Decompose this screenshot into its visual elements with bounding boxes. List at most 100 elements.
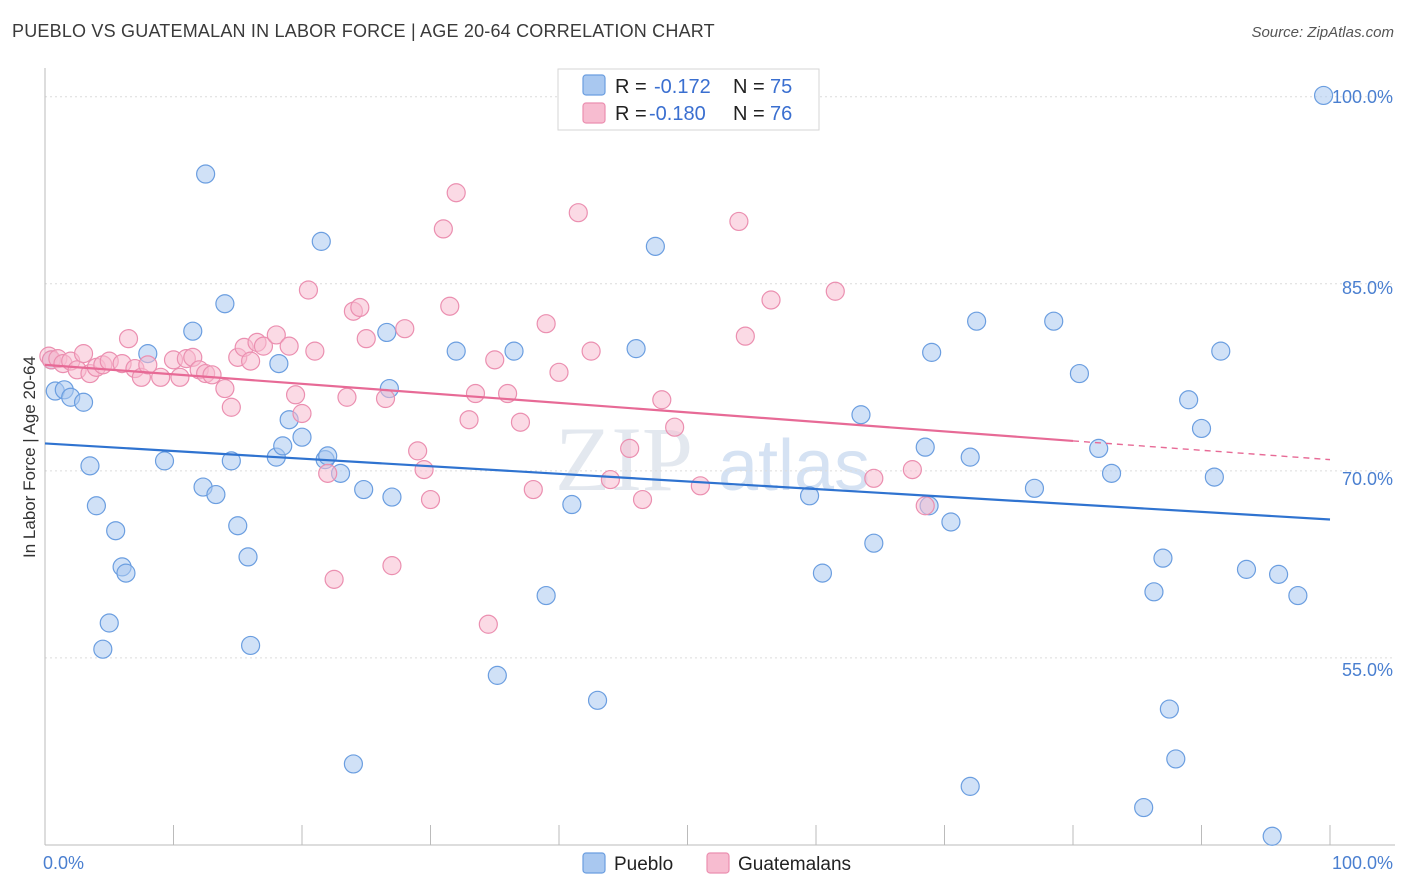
guatemalans-point xyxy=(665,417,685,437)
pueblo-point xyxy=(99,613,119,633)
guatemalans-point xyxy=(356,329,376,349)
guatemalans-point xyxy=(902,460,922,480)
guatemalans-point xyxy=(864,468,884,488)
legend-r-label: R = xyxy=(615,103,647,125)
pueblo-point xyxy=(80,456,100,476)
x-tick-label: 0.0% xyxy=(43,853,84,873)
pueblo-point xyxy=(1101,463,1122,483)
pueblo-point xyxy=(1166,749,1186,769)
guatemalans-point xyxy=(446,183,466,203)
pueblo-point xyxy=(73,392,94,412)
pueblo-point xyxy=(446,341,466,361)
pueblo-point xyxy=(382,487,402,507)
pueblo-point xyxy=(1153,548,1173,568)
source-credit: Source: ZipAtlas.com xyxy=(1251,24,1394,41)
pueblo-point xyxy=(154,451,175,471)
guatemalans-point xyxy=(266,325,286,345)
guatemalans-point xyxy=(433,219,453,239)
pueblo-point xyxy=(318,446,338,466)
pueblo-point xyxy=(799,486,820,506)
pueblo-point xyxy=(967,311,987,331)
guatemalans-point xyxy=(600,469,621,490)
guatemalans-point xyxy=(568,203,588,223)
pueblo-point xyxy=(1159,699,1179,719)
pueblo-point xyxy=(960,776,980,796)
guatemalans-point xyxy=(318,463,338,483)
pueblo-point xyxy=(645,236,665,256)
guatemalans-point xyxy=(549,362,569,382)
pueblo-point xyxy=(536,585,556,606)
guatemalans-point xyxy=(221,397,241,417)
pueblo-point xyxy=(851,405,871,425)
pueblo-point xyxy=(960,447,980,467)
pueblo-point xyxy=(221,451,241,471)
series-guatemalans xyxy=(39,183,935,634)
bottom-legend-swatch-pueblo xyxy=(582,852,606,874)
legend-r-label: R = xyxy=(615,76,647,98)
y-tick-label: 55.0% xyxy=(1342,660,1393,680)
pueblo-point xyxy=(1134,797,1154,818)
pueblo-point xyxy=(922,342,942,362)
guatemalans-point xyxy=(761,290,781,310)
guatemalans-point xyxy=(825,281,845,301)
guatemalans-point xyxy=(632,489,653,510)
guatemalans-point xyxy=(170,367,190,387)
pueblo-point xyxy=(626,339,646,359)
legend-swatch-pueblo xyxy=(582,74,606,96)
pueblo-point xyxy=(93,639,113,659)
y-tick-label: 85.0% xyxy=(1342,278,1393,298)
pueblo-trend-line xyxy=(44,442,1331,521)
pueblo-point xyxy=(183,321,203,341)
pueblo-point xyxy=(812,563,833,583)
guatemalans-point xyxy=(118,329,139,349)
pueblo-point xyxy=(504,341,524,361)
pueblo-point xyxy=(354,479,374,500)
legend-swatch-guatemalans xyxy=(582,102,606,124)
pueblo-point xyxy=(311,231,331,251)
guatemalans-point xyxy=(292,403,312,424)
pueblo-point xyxy=(1024,478,1045,498)
guatemalans-point xyxy=(690,476,710,496)
axes xyxy=(44,68,1395,846)
guatemalans-point xyxy=(241,351,261,371)
guatemalans-point xyxy=(581,341,601,361)
guatemalans-point xyxy=(375,388,396,409)
guatemalans-point xyxy=(536,314,556,334)
guatemalans-point xyxy=(408,441,428,461)
guatemalans-point xyxy=(652,390,672,410)
pueblo-point xyxy=(562,494,582,515)
guatemalans-point xyxy=(305,341,325,361)
guatemalans-point xyxy=(414,460,434,480)
guatemalans-point xyxy=(73,344,94,364)
guatemalans-point xyxy=(337,387,357,407)
pueblo-point xyxy=(1144,582,1164,602)
guatemalans-point xyxy=(729,211,749,232)
guatemalans-point xyxy=(735,326,755,346)
guatemalans-point xyxy=(151,367,171,387)
x-tick-label: 100.0% xyxy=(1332,853,1393,873)
pueblo-point xyxy=(228,516,248,536)
pueblo-point xyxy=(1236,559,1257,579)
pueblo-point xyxy=(587,690,608,710)
pueblo-point xyxy=(1179,390,1199,410)
guatemalans-point xyxy=(510,412,531,432)
legend-r-value: -0.172 xyxy=(654,76,711,98)
grid-lines xyxy=(45,96,1395,659)
pueblo-point xyxy=(241,635,261,656)
legend-n-label: N = xyxy=(733,103,765,125)
guatemalans-point xyxy=(440,296,460,316)
guatemalans-point xyxy=(915,496,935,516)
pueblo-point xyxy=(864,533,884,553)
pueblo-point xyxy=(941,512,961,532)
pueblo-point xyxy=(1211,341,1231,361)
guatemalans-trend-line xyxy=(44,363,1074,443)
pueblo-point xyxy=(196,164,216,184)
guatemalans-point xyxy=(620,438,640,459)
trend-lines xyxy=(44,363,1331,521)
pueblo-point xyxy=(292,427,312,447)
pueblo-point xyxy=(238,547,258,567)
legend-n-value: 76 xyxy=(770,103,792,125)
bottom-legend-guatemalans: Guatemalans xyxy=(738,854,851,875)
pueblo-point xyxy=(1191,418,1212,439)
